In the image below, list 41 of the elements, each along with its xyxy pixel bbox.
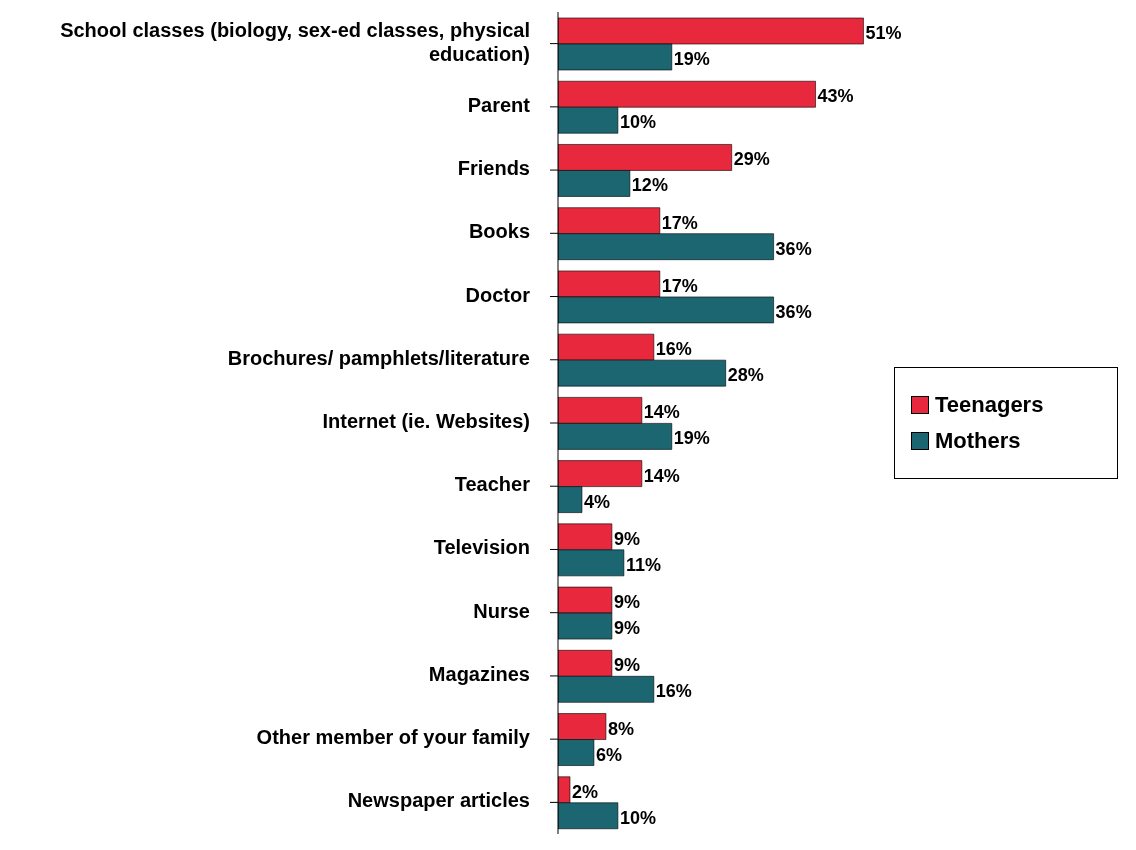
data-label: 12% [631,175,668,196]
data-label: 19% [673,428,710,449]
legend-label: Teenagers [935,392,1044,418]
data-label: 17% [661,212,698,233]
data-label: 14% [643,402,680,423]
y-tick-label: Newspaper articles [347,789,530,812]
data-label: 36% [775,238,812,259]
data-label: 9% [613,592,640,613]
data-label: 17% [661,275,698,296]
data-label: 9% [613,618,640,639]
y-tick-label: Other member of your family [256,726,531,749]
y-tick-label: Parent [467,94,531,117]
data-label: 29% [733,149,770,170]
data-label: 28% [727,365,764,386]
y-tick-label: Doctor [465,283,531,306]
data-label: 10% [619,807,656,828]
data-label: 19% [673,49,710,69]
data-label: 9% [613,655,640,676]
y-tick-label: Teacher [454,473,531,496]
data-label: 14% [643,465,680,486]
data-label: 16% [655,339,692,360]
data-label: 2% [571,781,598,802]
y-tick-label: Brochures/ pamphlets/literature [227,347,530,370]
data-label: 6% [595,744,622,765]
y-tick-label: Internet (ie. Websites) [322,410,530,433]
y-tick-label: School classes (biology, sex-ed classes, physical education) [60,18,530,65]
data-label: 16% [655,681,692,702]
y-tick-label: Magazines [428,663,530,686]
data-label: 36% [775,301,812,322]
data-label: 8% [607,718,634,739]
data-label: 43% [817,86,854,107]
data-label: 4% [583,491,610,512]
y-tick-label: Friends [457,157,530,180]
data-label: 10% [619,112,656,133]
y-tick-label: Television [433,536,530,559]
data-label: 11% [625,554,661,575]
legend-label: Mothers [935,428,1021,454]
y-tick-label: Books [468,220,530,243]
data-label: 9% [613,528,640,549]
y-tick-label: Nurse [473,599,530,622]
data-label: 51% [865,23,902,43]
